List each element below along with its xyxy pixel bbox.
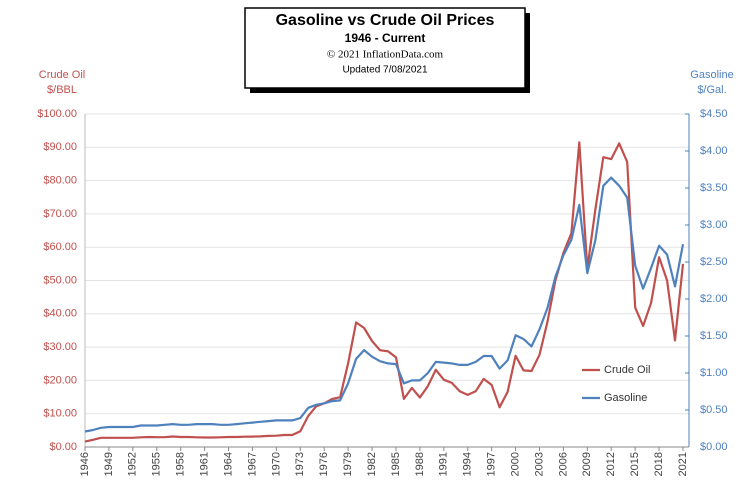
series-line	[84, 141, 685, 443]
y2-tick-label: $4.50	[700, 108, 728, 120]
title-box	[244, 7, 526, 89]
x-tick-label: 1949	[103, 452, 115, 476]
x-tick-label: 1967	[246, 452, 258, 476]
x-tick-label: 1952	[127, 452, 139, 476]
y-tick-label: $10.00	[43, 408, 77, 420]
x-tick-label: 2009	[581, 452, 593, 476]
legend-label: Gasoline	[604, 392, 647, 404]
y-tick-label: $100.00	[37, 108, 77, 120]
x-tick-label: 1997	[486, 452, 498, 476]
legend-label: Crude Oil	[604, 364, 650, 376]
x-tick-label: 2021	[677, 452, 689, 476]
y2-tick-label: $0.50	[700, 404, 728, 416]
x-tick-label: 2003	[533, 452, 545, 476]
x-tick-label: 2000	[509, 452, 521, 476]
series-line	[84, 176, 685, 433]
x-tick-label: 1991	[438, 452, 450, 476]
x-tick-label: 1955	[151, 452, 163, 476]
y2-tick-label: $1.00	[700, 367, 728, 379]
y2-tick-label: $3.00	[700, 219, 728, 231]
x-tick-label: 1982	[366, 452, 378, 476]
y-tick-label: $70.00	[43, 208, 77, 220]
x-tick-label: 1958	[175, 452, 187, 476]
copyright: © 2021 InflationData.com	[327, 49, 444, 61]
x-tick-label: 1979	[342, 452, 354, 476]
y-tick-label: $40.00	[43, 308, 77, 320]
x-tick-label: 1988	[414, 452, 426, 476]
y2-axis-label: Gasoline	[690, 69, 733, 81]
y-tick-label: $90.00	[43, 141, 77, 153]
x-tick-label: 1985	[390, 452, 402, 476]
y2-tick-label: $2.50	[700, 256, 728, 268]
y-tick-label: $80.00	[43, 175, 77, 187]
x-tick-label: 1973	[294, 452, 306, 476]
x-tick-label: 1964	[222, 452, 234, 476]
y2-tick-label: $2.00	[700, 293, 728, 305]
x-tick-label: 1976	[318, 452, 330, 476]
y-axis-label: Crude Oil	[39, 69, 85, 81]
chart-title: Gasoline vs Crude Oil Prices	[276, 12, 495, 29]
x-tick-label: 1961	[199, 452, 211, 476]
y2-axis-label: $/Gal.	[697, 84, 726, 96]
x-tick-label: 2012	[605, 452, 617, 476]
x-tick-label: 2006	[557, 452, 569, 476]
y2-tick-label: $4.00	[700, 145, 728, 157]
x-tick-label: 1970	[270, 452, 282, 476]
y-tick-label: $50.00	[43, 274, 77, 286]
chart-subtitle: 1946 - Current	[345, 31, 426, 45]
y-tick-label: $0.00	[49, 441, 77, 453]
y2-tick-label: $0.00	[700, 441, 728, 453]
updated: Updated 7/08/2021	[342, 65, 428, 76]
y-tick-label: $30.00	[43, 341, 77, 353]
y-tick-label: $60.00	[43, 241, 77, 253]
y2-tick-label: $1.50	[700, 330, 728, 342]
x-tick-label: 1994	[462, 452, 474, 476]
y2-tick-label: $3.50	[700, 182, 728, 194]
x-tick-label: 1946	[79, 452, 91, 476]
y-tick-label: $20.00	[43, 374, 77, 386]
x-tick-label: 2015	[629, 452, 641, 476]
x-tick-label: 2018	[653, 452, 665, 476]
y-axis-label: $/BBL	[47, 84, 77, 96]
